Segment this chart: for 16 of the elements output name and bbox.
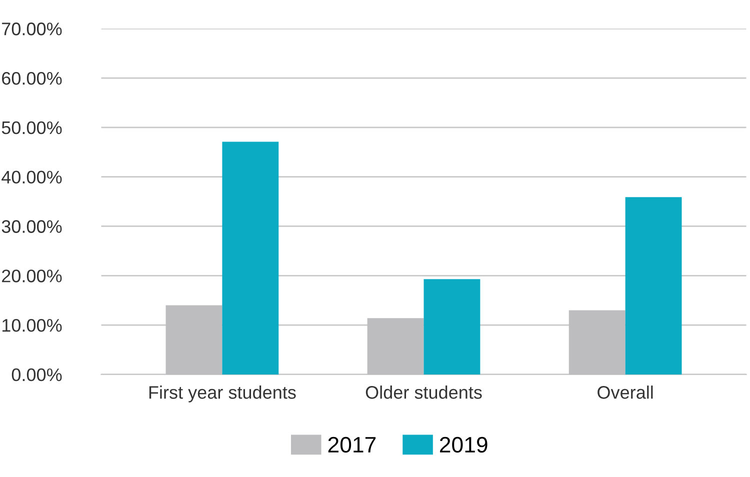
legend-label: 2017 <box>328 436 376 453</box>
y-tick-label: 20.00% <box>2 270 62 282</box>
bar <box>625 197 682 374</box>
y-tick-label: 30.00% <box>2 220 62 233</box>
legend-label: 2019 <box>440 436 488 453</box>
x-tick-label: Older students <box>366 386 482 399</box>
y-tick-label: 60.00% <box>2 72 62 85</box>
y-tick-label: 40.00% <box>2 170 62 184</box>
y-tick-label: 0.00% <box>12 368 62 382</box>
y-tick-label: 10.00% <box>2 318 62 332</box>
bar <box>424 279 480 374</box>
y-tick-label: 70.00% <box>2 22 62 36</box>
bar <box>222 142 279 374</box>
x-tick-label: Overall <box>598 386 653 399</box>
x-tick-label: First year students <box>149 386 296 402</box>
y-tick-label: 50.00% <box>2 121 62 134</box>
